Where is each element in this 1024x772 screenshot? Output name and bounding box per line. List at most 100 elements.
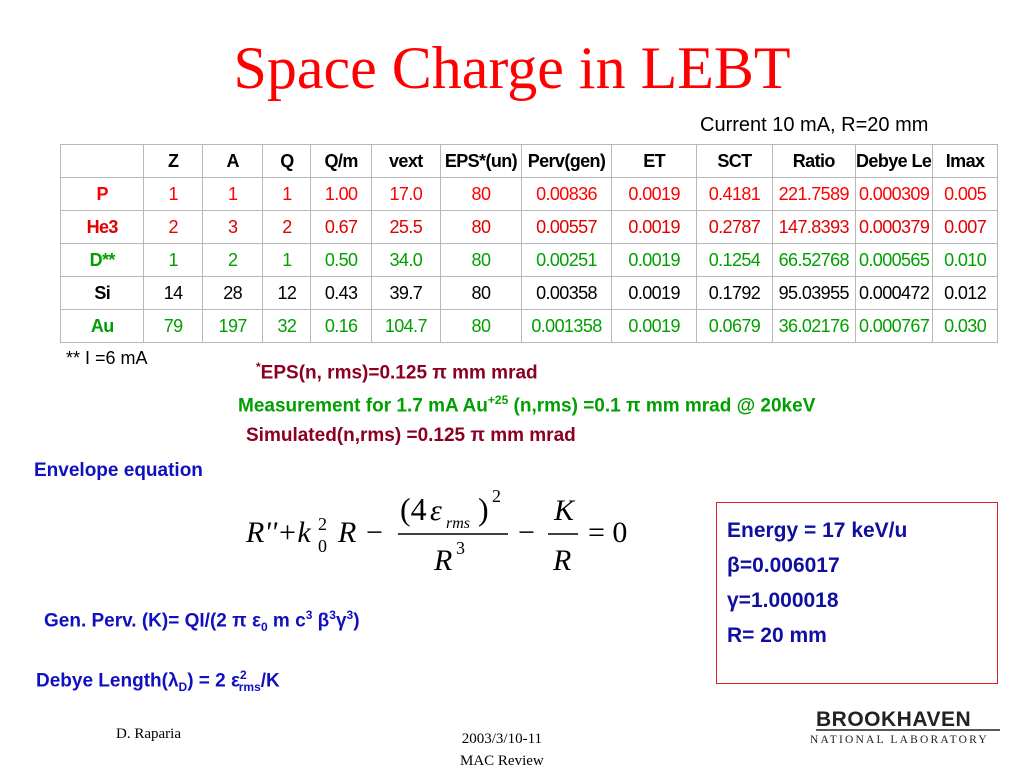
table-cell: 0.030 [932,309,998,343]
table-cell: 0.0019 [610,309,698,343]
row-label: Au [59,309,145,343]
table-cell: 1 [143,177,203,211]
column-header: Q [262,144,312,178]
table-cell: 197 [201,309,264,343]
table-cell: 25.5 [370,210,441,244]
eq-eps: ε [430,494,442,527]
column-header: Imax [932,144,998,178]
table-cell: 0.0019 [610,276,698,310]
table-cell: 0.67 [310,210,372,244]
slide-title: Space Charge in LEBT [233,35,791,101]
eq-k-sub: 0 [318,536,327,556]
column-header: EPS*(un) [439,144,523,178]
table-cell: 0.001358 [521,309,612,343]
table-cell: 80 [439,276,523,310]
table-cell: 1.00 [310,177,372,211]
table-cell: 0.000379 [855,210,934,244]
table-cell: 0.012 [932,276,998,310]
column-header: Ratio [771,144,857,178]
table-cell: 0.16 [310,309,372,343]
table-cell: 80 [439,309,523,343]
eq-minus-1: − [366,516,383,549]
footnote-current: ** I =6 mA [66,348,148,368]
table-cell: 32 [262,309,312,343]
table-cell: 2 [143,210,203,244]
table-cell: 147.8393 [771,210,857,244]
table-cell: 2 [262,210,312,244]
table-row: He3 2 3 2 0.67 25.5 80 0.00557 0.0019 0.2787 147.8… [59,210,998,244]
table-cell: 0.000309 [855,177,934,211]
table-cell: 0.0019 [610,243,698,277]
eq-minus-2: − [518,516,535,549]
table-cell: 1 [262,177,312,211]
table-cell: 39.7 [370,276,441,310]
table-cell: 80 [439,243,523,277]
table-cell: 0.0679 [696,309,773,343]
energy-line: Energy = 17 keV/u [727,519,908,542]
ion-parameters-table: Z A Q Q/m vext EPS*(un) Perv(gen) ET SCT Ratio Deb… [59,144,998,343]
column-header: ET [610,144,698,178]
table-cell: 0.2787 [696,210,773,244]
column-header: Perv(gen) [521,144,612,178]
generalized-perveance-formula: Gen. Perv. (K)= QI/(2 π ε0 m c3 β3γ3) [44,608,360,635]
table-cell: 104.7 [370,309,441,343]
row-label: He3 [59,210,145,244]
row-label: P [59,177,145,211]
table-cell: 0.50 [310,243,372,277]
column-header: SCT [696,144,773,178]
column-header: vext [370,144,441,178]
table-cell: 0.007 [932,210,998,244]
eq-R: R [337,516,356,549]
eq-num-open: (4 [400,491,427,527]
eq-eps-sub: rms [446,515,470,532]
brookhaven-logo: BROOKHAVEN NATIONAL LABORATORY [810,708,1000,746]
table-row: D** 1 2 1 0.50 34.0 80 0.00251 0.0019 0.1254 66.52… [59,243,998,277]
table-cell: 66.52768 [771,243,857,277]
table-cell: 1 [201,177,264,211]
eq-equals: = 0 [588,516,627,549]
table-cell: 80 [439,210,523,244]
column-header: Q/m [310,144,372,178]
beam-parameters-box: Energy = 17 keV/u β=0.006017 γ=1.000018 … [716,502,998,684]
row-label: D** [59,243,145,277]
table-cell: 0.00251 [521,243,612,277]
current-note: Current 10 mA, R=20 mm [700,114,929,136]
table-cell: 0.0019 [610,177,698,211]
table-cell: 2 [201,243,264,277]
debye-length-formula: Debye Length(λD) = 2 ε2rms/K [36,668,280,695]
table-cell: 0.43 [310,276,372,310]
table-cell: 14 [143,276,203,310]
column-header [59,144,145,178]
eq-den: R [433,544,452,577]
simulated-note: Simulated(n,rms) =0.125 π mm mrad [246,425,576,446]
table-cell: 0.4181 [696,177,773,211]
table-cell: 0.00358 [521,276,612,310]
logo-bottom-text: NATIONAL LABORATORY [810,734,989,746]
eq-K: K [553,494,576,527]
table-cell: 0.000472 [855,276,934,310]
envelope-label: Envelope equation [34,460,203,481]
table-cell: 3 [201,210,264,244]
table-cell: 34.0 [370,243,441,277]
table-header-row: Z A Q Q/m vext EPS*(un) Perv(gen) ET SCT Ratio Deb… [59,144,998,178]
footer-author: D. Raparia [116,726,181,742]
footer-event: MAC Review [460,753,544,769]
measurement-note: Measurement for 1.7 mA Au+25 (n,rms) =0.… [238,393,816,417]
table-cell: 17.0 [370,177,441,211]
table-cell: 1 [262,243,312,277]
table-cell: 221.7589 [771,177,857,211]
table-cell: 79 [143,309,203,343]
eps-definition: *EPS(n, rms)=0.125 π mm mrad [256,360,538,384]
column-header: A [201,144,264,178]
eq-num-sup: 2 [492,486,501,506]
table-cell: 0.1792 [696,276,773,310]
table-row: Au 79 197 32 0.16 104.7 80 0.001358 0.0019 0.0679… [59,309,998,343]
beta-line: β=0.006017 [727,554,840,577]
row-label: Si [59,276,145,310]
footer-date: 2003/3/10-11 [461,731,543,747]
table-cell: 0.1254 [696,243,773,277]
footer-date-event: 2003/3/10-11 MAC Review [460,728,544,772]
eq-num-close: ) [478,491,489,527]
table-cell: 0.000767 [855,309,934,343]
table-cell: 28 [201,276,264,310]
